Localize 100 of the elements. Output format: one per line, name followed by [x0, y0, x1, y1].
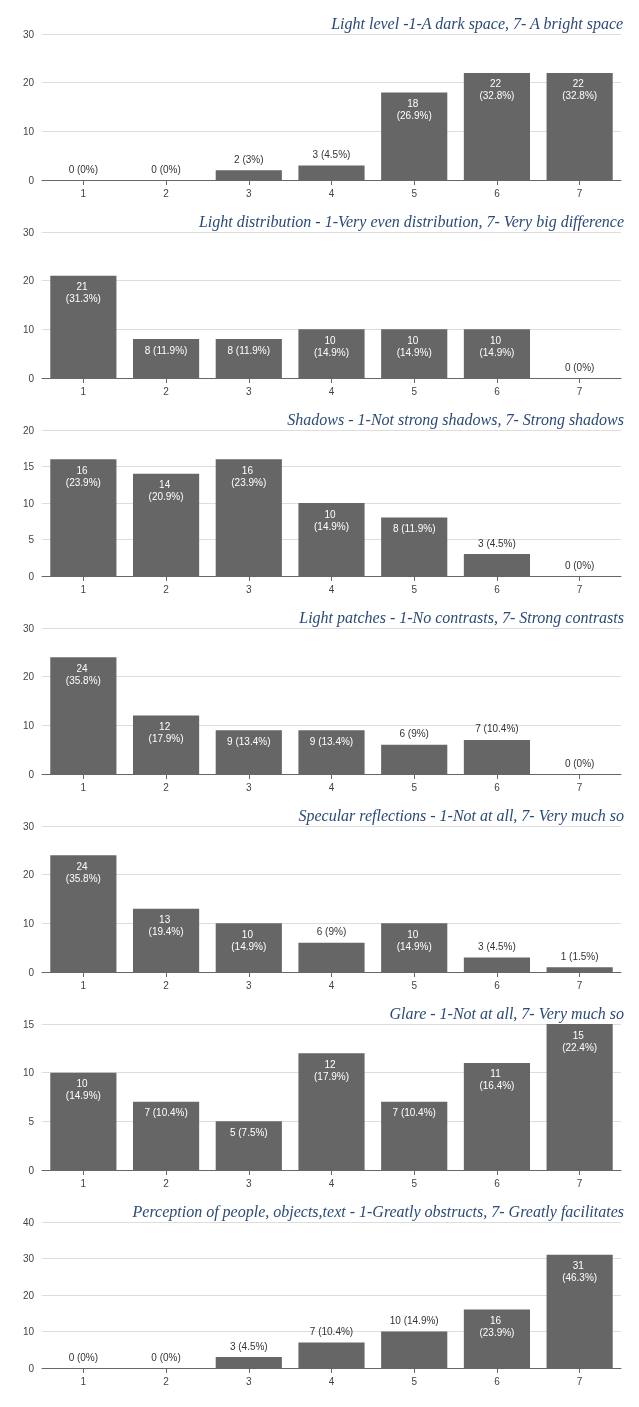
data-label: 3 (4.5%): [478, 940, 516, 952]
x-tick-label: 4: [328, 781, 335, 793]
x-tick-label: 1: [80, 583, 87, 595]
data-label: 3 (4.5%): [312, 148, 351, 160]
data-label: 10 (14.9%): [479, 334, 515, 358]
x-tick-label: 7: [576, 385, 583, 397]
data-label: 31 (46.3%): [562, 1260, 598, 1284]
x-tick-label: 3: [246, 781, 252, 793]
x-tick-label: 1: [80, 187, 87, 199]
y-tick-label: 10: [22, 125, 35, 137]
y-tick-label: 0: [28, 966, 35, 978]
y-tick-label: 30: [22, 1253, 35, 1264]
data-label: 10 (14.9%): [313, 334, 350, 358]
x-tick-label: 5: [411, 385, 418, 397]
x-tick-label: 7: [576, 781, 583, 793]
x-tick-label: 6: [494, 781, 501, 793]
y-tick-label: 0: [28, 1362, 35, 1374]
y-tick-label: 30: [22, 622, 35, 634]
chart-title: Light patches - 1-No contrasts, 7- Strong contrasts: [298, 608, 625, 627]
chart-title: Light level -1-A dark space, 7- A bright space: [330, 14, 624, 33]
x-tick-label: 3: [246, 187, 252, 199]
x-tick-label: 7: [576, 979, 583, 991]
data-label: 9 (13.4%): [309, 735, 354, 747]
data-label: 10 (14.9%): [396, 928, 432, 952]
data-label: 7 (10.4%): [144, 1107, 188, 1119]
y-tick-label: 10: [22, 719, 35, 731]
x-tick-label: 3: [246, 1375, 252, 1387]
data-label: 7 (10.4%): [392, 1107, 436, 1119]
chart-title: Glare - 1-Not at all, 7- Very much so: [389, 1004, 624, 1023]
x-tick-label: 5: [411, 781, 418, 793]
data-label: 3 (4.5%): [229, 1340, 268, 1352]
x-tick-label: 3: [246, 1177, 252, 1189]
y-tick-label: 30: [22, 28, 35, 40]
x-tick-label: 5: [411, 1375, 418, 1387]
x-tick-label: 2: [163, 385, 170, 397]
x-tick-label: 2: [163, 1375, 170, 1387]
x-tick-label: 5: [411, 583, 418, 595]
y-tick-label: 20: [22, 424, 35, 436]
x-tick-label: 4: [328, 385, 335, 397]
y-tick-label: 15: [22, 461, 35, 472]
data-label: 3 (4.5%): [478, 537, 516, 549]
chart-title: Shadows - 1-Not strong shadows, 7- Strong shadows: [287, 410, 625, 429]
y-tick-label: 0: [28, 768, 35, 780]
y-tick-label: 40: [22, 1216, 35, 1228]
data-label: 6 (9%): [316, 926, 347, 938]
y-tick-label: 5: [28, 534, 35, 545]
data-label: 6 (9%): [399, 728, 429, 740]
x-tick-label: 6: [494, 1177, 501, 1189]
data-label: 14 (20.9%): [148, 479, 184, 503]
y-tick-label: 20: [22, 671, 35, 683]
data-label: 11 (16.4%): [479, 1068, 515, 1092]
data-label: 0 (0%): [68, 163, 99, 175]
data-label: 15 (22.4%): [562, 1029, 598, 1053]
x-tick-label: 6: [494, 979, 501, 991]
data-label: 5 (7.5%): [229, 1126, 268, 1138]
y-tick-label: 20: [22, 77, 35, 89]
x-tick-label: 5: [411, 1177, 418, 1189]
data-label: 0 (0%): [151, 1351, 181, 1363]
x-tick-label: 4: [328, 1375, 335, 1387]
y-tick-label: 0: [28, 372, 35, 384]
chart-title: Perception of people, objects,text - 1-Greatly obstructs, 7- Greatly facilitates: [131, 1202, 625, 1221]
x-tick-label: 6: [494, 187, 501, 199]
y-tick-label: 20: [22, 275, 35, 287]
y-tick-label: 20: [22, 869, 35, 881]
x-tick-label: 4: [328, 1177, 335, 1189]
x-tick-label: 1: [80, 385, 87, 397]
data-label: 1 (1.5%): [560, 950, 599, 962]
x-tick-label: 3: [246, 385, 252, 397]
x-tick-label: 1: [80, 979, 87, 991]
data-label: 21 (31.3%): [65, 281, 101, 305]
data-label: 10 (14.9%): [389, 1315, 439, 1326]
x-tick-label: 7: [576, 187, 583, 199]
y-tick-label: 0: [28, 174, 35, 186]
x-tick-label: 6: [494, 583, 501, 595]
x-tick-label: 2: [163, 583, 170, 595]
x-tick-label: 2: [163, 781, 170, 793]
data-label: 12 (17.9%): [313, 1058, 350, 1082]
y-tick-label: 20: [22, 1289, 35, 1301]
y-tick-label: 30: [22, 820, 35, 832]
data-label: 24 (35.8%): [65, 662, 101, 686]
x-tick-label: 3: [246, 583, 252, 595]
x-tick-label: 4: [328, 583, 335, 595]
data-label: 10 (14.9%): [396, 334, 432, 358]
y-tick-label: 5: [28, 1115, 35, 1127]
chart-title: Light distribution - 1-Very even distribution, 7- Very big difference: [197, 212, 625, 231]
x-tick-label: 1: [80, 781, 87, 793]
data-label: 8 (11.9%): [144, 344, 188, 356]
data-label: 8 (11.9%): [227, 344, 271, 356]
x-tick-label: 6: [494, 1375, 501, 1387]
data-label: 22 (32.8%): [479, 78, 515, 102]
x-tick-label: 7: [576, 1177, 583, 1189]
x-tick-label: 7: [576, 1375, 583, 1387]
data-label: 10 (14.9%): [313, 508, 350, 532]
data-label: 10 (14.9%): [231, 928, 267, 952]
x-tick-label: 2: [163, 1177, 170, 1189]
y-tick-label: 10: [22, 1067, 35, 1079]
data-label: 10 (14.9%): [65, 1078, 101, 1102]
data-label: 0 (0%): [564, 361, 595, 373]
x-tick-label: 6: [494, 385, 501, 397]
data-label: 18 (26.9%): [396, 97, 432, 121]
